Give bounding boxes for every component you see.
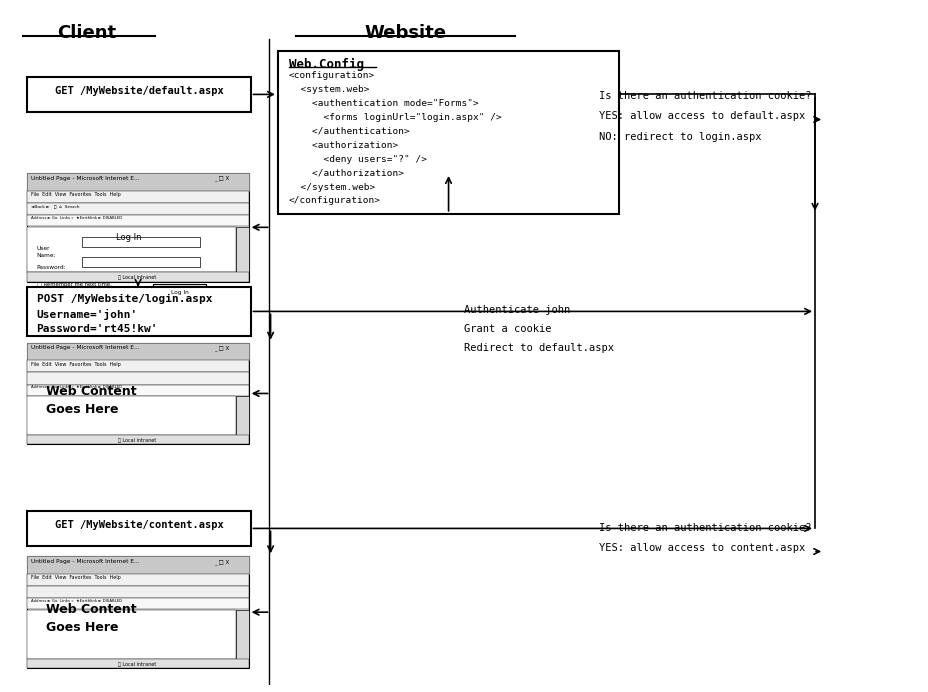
Bar <box>236 227 249 272</box>
Text: GET /MyWebsite/content.aspx: GET /MyWebsite/content.aspx <box>55 520 223 530</box>
Bar <box>28 556 249 668</box>
Bar <box>28 287 251 336</box>
Text: User
Name:: User Name: <box>36 246 57 257</box>
Text: Is there an authentication cookie?: Is there an authentication cookie? <box>599 91 811 101</box>
Text: Web.Config: Web.Config <box>289 58 364 71</box>
Text: Grant a cookie: Grant a cookie <box>464 324 551 334</box>
Text: Log In: Log In <box>171 290 188 295</box>
Text: </authentication>: </authentication> <box>289 127 409 136</box>
Text: File  Edit  View  Favorites  Tools  Help: File Edit View Favorites Tools Help <box>32 362 121 367</box>
Text: 🌐 Local intranet: 🌐 Local intranet <box>118 275 156 280</box>
Bar <box>28 361 249 372</box>
Text: _ □ X: _ □ X <box>213 345 229 351</box>
Text: <authentication mode="Forms">: <authentication mode="Forms"> <box>289 99 478 108</box>
Bar <box>28 203 249 215</box>
Bar <box>82 237 200 247</box>
Bar <box>28 227 236 272</box>
Text: <authorization>: <authorization> <box>289 141 397 150</box>
Bar <box>28 397 236 435</box>
Text: _ □ X: _ □ X <box>213 176 229 181</box>
Bar <box>28 556 249 574</box>
Bar <box>28 574 249 586</box>
Text: Password:: Password: <box>36 265 66 271</box>
Bar <box>28 610 236 659</box>
Text: Untitled Page - Microsoft Internet E...: Untitled Page - Microsoft Internet E... <box>32 559 139 564</box>
Bar <box>28 173 249 191</box>
Text: _ □ X: _ □ X <box>213 559 229 565</box>
Bar <box>28 435 249 444</box>
Text: NO: redirect to login.aspx: NO: redirect to login.aspx <box>599 131 761 142</box>
Bar <box>28 215 249 226</box>
Text: Web Content
Goes Here: Web Content Goes Here <box>45 385 136 416</box>
Text: File  Edit  View  Favorites  Tools  Help: File Edit View Favorites Tools Help <box>32 192 121 197</box>
Text: </configuration>: </configuration> <box>289 197 380 206</box>
Text: □ Remember me next time.: □ Remember me next time. <box>36 282 111 286</box>
Text: YES: allow access to content.aspx: YES: allow access to content.aspx <box>599 543 805 554</box>
Bar <box>28 599 249 609</box>
Text: Password='rt45!kw': Password='rt45!kw' <box>36 324 158 334</box>
Bar <box>236 397 249 435</box>
Bar <box>28 343 249 361</box>
Bar <box>28 385 249 396</box>
Text: Address ► Go  Links »  ★Earthlink ► DISABLED: Address ► Go Links » ★Earthlink ► DISABL… <box>32 385 122 390</box>
Text: Address ► Go  Links »  ★Earthlink ► DISABLED: Address ► Go Links » ★Earthlink ► DISABL… <box>32 216 122 220</box>
Text: <forms loginUrl="login.aspx" />: <forms loginUrl="login.aspx" /> <box>289 113 501 122</box>
Text: GET /MyWebsite/default.aspx: GET /MyWebsite/default.aspx <box>55 86 223 96</box>
Text: <system.web>: <system.web> <box>289 85 369 94</box>
Text: 🌐 Local intranet: 🌐 Local intranet <box>118 438 156 443</box>
Bar <box>236 610 249 659</box>
Bar <box>28 586 249 599</box>
Bar <box>28 173 249 282</box>
Text: POST /MyWebsite/login.aspx: POST /MyWebsite/login.aspx <box>36 294 212 304</box>
Text: Is there an authentication cookie?: Is there an authentication cookie? <box>599 523 811 533</box>
Bar <box>28 272 249 282</box>
Bar <box>28 343 249 444</box>
Text: ◄Back ►   ❌  ⌂  Search: ◄Back ► ❌ ⌂ Search <box>32 204 80 208</box>
Text: Username='john': Username='john' <box>36 309 137 320</box>
Text: File  Edit  View  Favorites  Tools  Help: File Edit View Favorites Tools Help <box>32 575 121 580</box>
Text: Untitled Page - Microsoft Internet E...: Untitled Page - Microsoft Internet E... <box>32 345 139 350</box>
Text: Log In: Log In <box>116 233 142 242</box>
Bar <box>82 257 200 266</box>
Text: Website: Website <box>364 24 445 42</box>
Bar <box>153 284 206 295</box>
Bar <box>28 659 249 668</box>
Text: Authenticate john: Authenticate john <box>464 304 570 315</box>
Bar <box>28 511 251 546</box>
Text: Web Content
Goes Here: Web Content Goes Here <box>45 603 136 635</box>
Text: Redirect to default.aspx: Redirect to default.aspx <box>464 343 613 353</box>
Text: </system.web>: </system.web> <box>289 183 375 192</box>
Text: </authorization>: </authorization> <box>289 169 404 178</box>
Text: <deny users="?" />: <deny users="?" /> <box>289 155 426 164</box>
Text: 🌐 Local intranet: 🌐 Local intranet <box>118 662 156 667</box>
Text: Untitled Page - Microsoft Internet E...: Untitled Page - Microsoft Internet E... <box>32 176 139 181</box>
Text: YES: allow access to default.aspx: YES: allow access to default.aspx <box>599 111 805 121</box>
Bar <box>28 372 249 385</box>
Text: <configuration>: <configuration> <box>289 71 375 80</box>
Bar <box>277 51 619 214</box>
Text: Address ► Go  Links »  ★Earthlink ► DISABLED: Address ► Go Links » ★Earthlink ► DISABL… <box>32 599 122 603</box>
Bar <box>28 77 251 112</box>
Bar <box>28 191 249 203</box>
Text: Client: Client <box>57 24 116 42</box>
